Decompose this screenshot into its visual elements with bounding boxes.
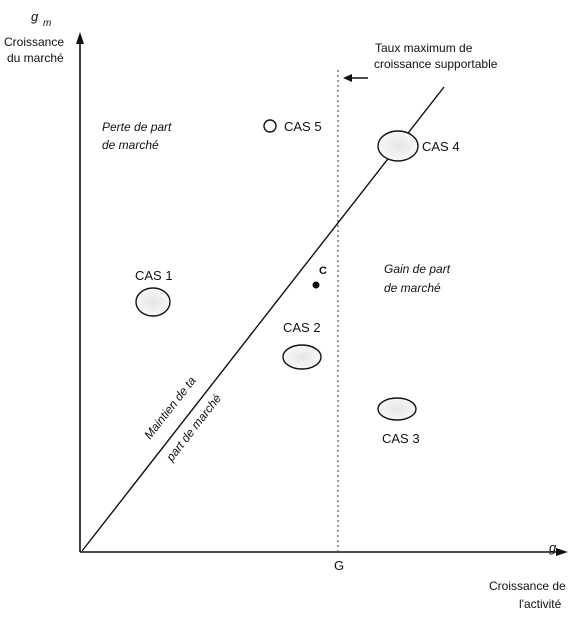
x-axis-arrowhead [556, 548, 568, 556]
x-axis-label-line2: l'activité [519, 597, 562, 611]
threshold-label-line1: Taux maximum de [375, 41, 473, 55]
region-loss-line2: de marché [102, 138, 159, 152]
case-2-label: CAS 2 [283, 320, 321, 335]
market-share-maintenance-line [81, 86, 445, 552]
case-2-marker [282, 344, 322, 370]
case-3-label: CAS 3 [382, 431, 420, 446]
threshold-label-line2: croissance supportable [374, 57, 498, 71]
point-c-dot [312, 281, 320, 289]
x-axis-label-line1: Croissance de [489, 579, 566, 593]
threshold-arrow-head [343, 74, 352, 82]
y-axis-label-line2: du marché [7, 51, 64, 65]
y-axis-symbol: g [31, 9, 39, 24]
case-4-label: CAS 4 [422, 139, 460, 154]
point-c-label: C [319, 265, 327, 277]
case-1-marker [135, 287, 171, 317]
x-axis-tick-g: G [334, 558, 344, 573]
y-axis-label-line1: Croissance [4, 35, 64, 49]
region-gain-line2: de marché [384, 281, 441, 295]
case-3-marker [377, 397, 417, 421]
case-5-label: CAS 5 [284, 119, 322, 134]
region-loss-line1: Perte de part [102, 120, 172, 134]
case-4-marker [377, 130, 419, 162]
y-axis-subscript: m [43, 18, 51, 29]
y-axis-arrowhead [76, 32, 84, 44]
case-1-label: CAS 1 [135, 268, 173, 283]
x-axis-symbol: g [549, 540, 557, 555]
case-5-marker [263, 119, 277, 133]
region-gain-line1: Gain de part [384, 262, 451, 276]
